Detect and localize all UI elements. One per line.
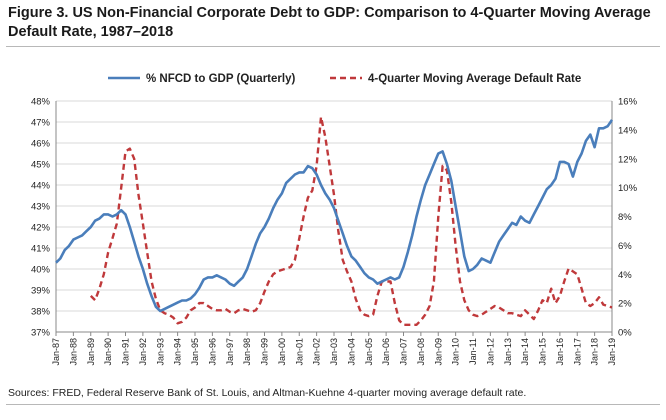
x-tick-label: Jan-19 (607, 338, 617, 366)
x-axis: Jan-87 Jan-88 Jan-89 Jan-90 Jan-91 Jan-92 Jan-… (51, 331, 617, 366)
x-tick-label: Jan-87 (51, 338, 61, 366)
x-tick-label: Jan-90 (103, 338, 113, 366)
x-tick-label: Jan-96 (207, 338, 217, 366)
x-tick-label: Jan-13 (503, 338, 513, 366)
x-tick-label: Jan-99 (260, 338, 270, 366)
x-tick-label: Jan-11 (468, 338, 478, 365)
left-tick-label: 43% (31, 202, 51, 213)
right-tick-label: 0% (618, 328, 632, 339)
left-tick-label: 39% (31, 286, 51, 297)
x-tick-label: Jan-14 (520, 338, 530, 366)
x-tick-label: Jan-98 (242, 338, 252, 366)
x-tick-label: Jan-16 (555, 338, 565, 366)
source-note: Sources: FRED, Federal Reserve Bank of S… (8, 387, 527, 399)
x-tick-label: Jan-97 (225, 338, 235, 366)
x-tick-label: Jan-08 (416, 338, 426, 366)
bottom-divider (6, 404, 660, 405)
figure-title: Figure 3. US Non-Financial Corporate Deb… (8, 5, 651, 40)
left-tick-label: 38% (31, 307, 51, 318)
x-tick-label: Jan-17 (572, 338, 582, 366)
left-tick-label: 48% (31, 97, 51, 108)
x-tick-label: Jan-12 (485, 338, 495, 366)
right-tick-label: 14% (618, 125, 638, 136)
x-tick-label: Jan-05 (364, 338, 374, 366)
legend-label-ncfd: % NFCD to GDP (Quarterly) (146, 73, 295, 85)
gridlines (56, 100, 612, 333)
series-lines (55, 115, 614, 326)
x-tick-label: Jan-88 (68, 338, 78, 366)
x-tick-label: Jan-09 (433, 338, 443, 366)
right-y-axis: 0% 2% 4% 6% 8% 10% 12% 14% 16% (611, 97, 638, 339)
left-tick-label: 45% (31, 160, 51, 171)
left-tick-label: 44% (31, 181, 51, 192)
right-tick-label: 4% (618, 270, 632, 281)
x-tick-label: Jan-92 (138, 338, 148, 366)
x-tick-label: Jan-95 (190, 338, 200, 366)
x-tick-label: Jan-07 (399, 338, 409, 366)
title-divider (6, 46, 660, 47)
left-y-axis: 37% 38% 39% 40% 41% 42% 43% 44% 45% 46% 47% 48% (31, 97, 57, 339)
legend-label-default-rate: 4-Quarter Moving Average Default Rate (368, 73, 581, 85)
x-tick-label: Jan-94 (173, 338, 183, 366)
x-tick-label: Jan-06 (381, 338, 391, 366)
x-tick-label: Jan-01 (294, 338, 304, 366)
left-tick-label: 40% (31, 265, 51, 276)
right-tick-label: 12% (618, 154, 638, 165)
x-tick-label: Jan-02 (312, 338, 322, 366)
x-tick-label: Jan-15 (538, 338, 548, 366)
right-tick-label: 8% (618, 212, 632, 223)
x-tick-label: Jan-03 (329, 338, 339, 366)
right-tick-label: 6% (618, 241, 632, 252)
left-tick-label: 46% (31, 139, 51, 150)
right-tick-label: 16% (618, 97, 638, 108)
x-tick-label: Jan-10 (451, 338, 461, 366)
series-line-ncfd (55, 119, 614, 313)
x-tick-label: Jan-00 (277, 338, 287, 366)
series-line-default-rate (89, 115, 613, 326)
x-tick-label: Jan-91 (121, 338, 131, 366)
left-tick-label: 42% (31, 223, 51, 234)
left-tick-label: 47% (31, 118, 51, 129)
right-tick-label: 2% (618, 299, 632, 310)
left-tick-label: 41% (31, 244, 51, 255)
x-tick-label: Jan-89 (86, 338, 96, 366)
left-tick-label: 37% (31, 328, 51, 339)
chart: 37% 38% 39% 40% 41% 42% 43% 44% 45% 46% 47% 48% 0% 2… (31, 73, 638, 366)
x-tick-label: Jan-18 (590, 338, 600, 366)
right-tick-label: 10% (618, 183, 638, 194)
legend: % NFCD to GDP (Quarterly) 4-Quarter Movi… (108, 73, 581, 85)
x-tick-label: Jan-93 (155, 338, 165, 366)
x-tick-label: Jan-04 (346, 338, 356, 366)
